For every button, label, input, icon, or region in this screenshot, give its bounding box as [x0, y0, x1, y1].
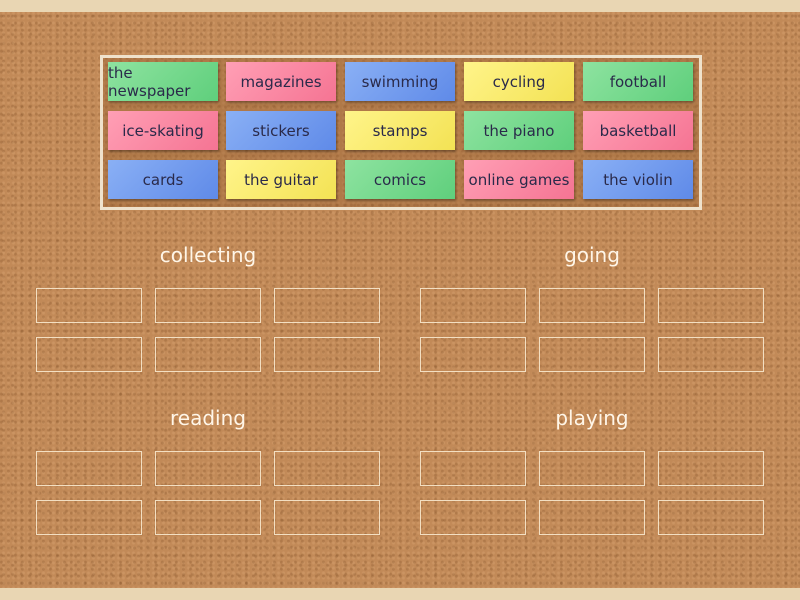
group-title: playing — [555, 406, 629, 430]
drop-slot[interactable] — [658, 500, 764, 535]
word-tile[interactable]: basketball — [583, 111, 693, 150]
word-tile[interactable]: the piano — [464, 111, 574, 150]
word-tile[interactable]: stamps — [345, 111, 455, 150]
drop-slot[interactable] — [658, 451, 764, 486]
drop-slot[interactable] — [155, 337, 261, 372]
word-tile[interactable]: cycling — [464, 62, 574, 101]
board-bottom-edge — [0, 588, 800, 600]
group-title: going — [564, 243, 620, 267]
drop-slot[interactable] — [36, 288, 142, 323]
board-top-edge — [0, 0, 800, 12]
drop-slot[interactable] — [36, 500, 142, 535]
drop-slot[interactable] — [420, 288, 526, 323]
drop-slot[interactable] — [274, 337, 380, 372]
drop-slot[interactable] — [420, 337, 526, 372]
drop-slot[interactable] — [36, 451, 142, 486]
drop-slot[interactable] — [420, 451, 526, 486]
drop-slot[interactable] — [36, 337, 142, 372]
drop-slot[interactable] — [658, 337, 764, 372]
word-tile[interactable]: magazines — [226, 62, 336, 101]
drop-slot[interactable] — [420, 500, 526, 535]
word-tile[interactable]: the newspaper — [108, 62, 218, 101]
drop-slot[interactable] — [155, 451, 261, 486]
drop-slot[interactable] — [539, 500, 645, 535]
drop-slot[interactable] — [274, 451, 380, 486]
word-tile[interactable]: football — [583, 62, 693, 101]
drop-slot[interactable] — [155, 288, 261, 323]
group-title: collecting — [159, 243, 257, 267]
word-tile[interactable]: online games — [464, 160, 574, 199]
drop-slot[interactable] — [658, 288, 764, 323]
drop-slot[interactable] — [539, 451, 645, 486]
drop-slot[interactable] — [274, 500, 380, 535]
word-tile[interactable]: comics — [345, 160, 455, 199]
word-tile[interactable]: cards — [108, 160, 218, 199]
word-tile[interactable]: the guitar — [226, 160, 336, 199]
group-title: reading — [170, 406, 246, 430]
word-tile[interactable]: stickers — [226, 111, 336, 150]
drop-slot[interactable] — [539, 337, 645, 372]
word-tile[interactable]: the violin — [583, 160, 693, 199]
drop-slot[interactable] — [274, 288, 380, 323]
drop-slot[interactable] — [155, 500, 261, 535]
word-tile[interactable]: ice-skating — [108, 111, 218, 150]
drop-slot[interactable] — [539, 288, 645, 323]
word-tile[interactable]: swimming — [345, 62, 455, 101]
